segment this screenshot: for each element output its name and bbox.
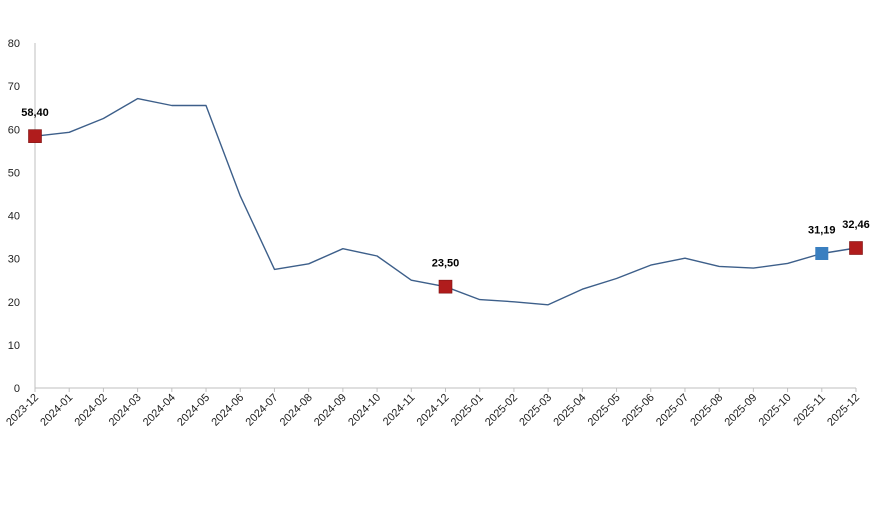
- y-tick-label: 10: [8, 340, 20, 352]
- x-tick-label: 2025-09: [722, 392, 759, 429]
- series-line: [34, 97, 857, 306]
- x-tick-label: 2025-04: [551, 392, 588, 429]
- y-tick-label: 70: [8, 81, 20, 93]
- x-tick-label: 2025-10: [757, 392, 794, 429]
- y-tick-label: 40: [8, 211, 20, 223]
- y-tick-label: 30: [8, 254, 20, 266]
- x-tick-label: 2024-06: [209, 392, 246, 429]
- y-tick-label: 50: [8, 167, 20, 179]
- data-point-marker: [815, 246, 829, 260]
- x-tick-label: 2025-03: [517, 392, 554, 429]
- data-point-marker: [28, 129, 42, 143]
- x-tick-label: 2024-11: [381, 392, 417, 428]
- x-tick-label: 2024-12: [415, 392, 452, 429]
- x-tick-label: 2025-01: [449, 392, 486, 429]
- data-point-label: 58,40: [21, 107, 49, 119]
- x-tick-label: 2024-05: [175, 392, 212, 429]
- data-point-marker: [438, 279, 453, 294]
- y-tick-label: 60: [8, 124, 20, 136]
- y-tick-label: 20: [8, 297, 20, 309]
- x-tick-label: 2024-10: [346, 392, 383, 429]
- x-tick-label: 2024-07: [244, 392, 281, 429]
- x-tick-label: 2025-08: [688, 392, 725, 429]
- data-point-marker: [849, 241, 863, 255]
- x-tick-label: 2024-03: [107, 392, 144, 429]
- data-point-label: 31,19: [808, 224, 836, 236]
- x-tick-label: 2025-11: [791, 392, 827, 428]
- x-tick-label: 2025-05: [586, 392, 623, 429]
- x-tick-label: 2024-08: [278, 392, 315, 429]
- x-tick-label: 2024-09: [312, 392, 349, 429]
- data-point-label: 32,46: [842, 219, 870, 231]
- x-tick-label: 2024-02: [73, 392, 110, 429]
- y-tick-label: 0: [14, 383, 20, 395]
- x-tick-label: 2025-07: [654, 392, 691, 429]
- x-tick-label: 2025-02: [483, 392, 520, 429]
- x-tick-label: 2024-04: [141, 392, 178, 429]
- x-tick-label: 2024-01: [38, 392, 75, 429]
- y-tick-label: 80: [8, 38, 20, 50]
- x-tick-label: 2023-12: [4, 392, 41, 429]
- x-tick-label: 2025-12: [825, 392, 862, 429]
- data-point-label: 23,50: [432, 258, 460, 270]
- x-tick-label: 2025-06: [620, 392, 657, 429]
